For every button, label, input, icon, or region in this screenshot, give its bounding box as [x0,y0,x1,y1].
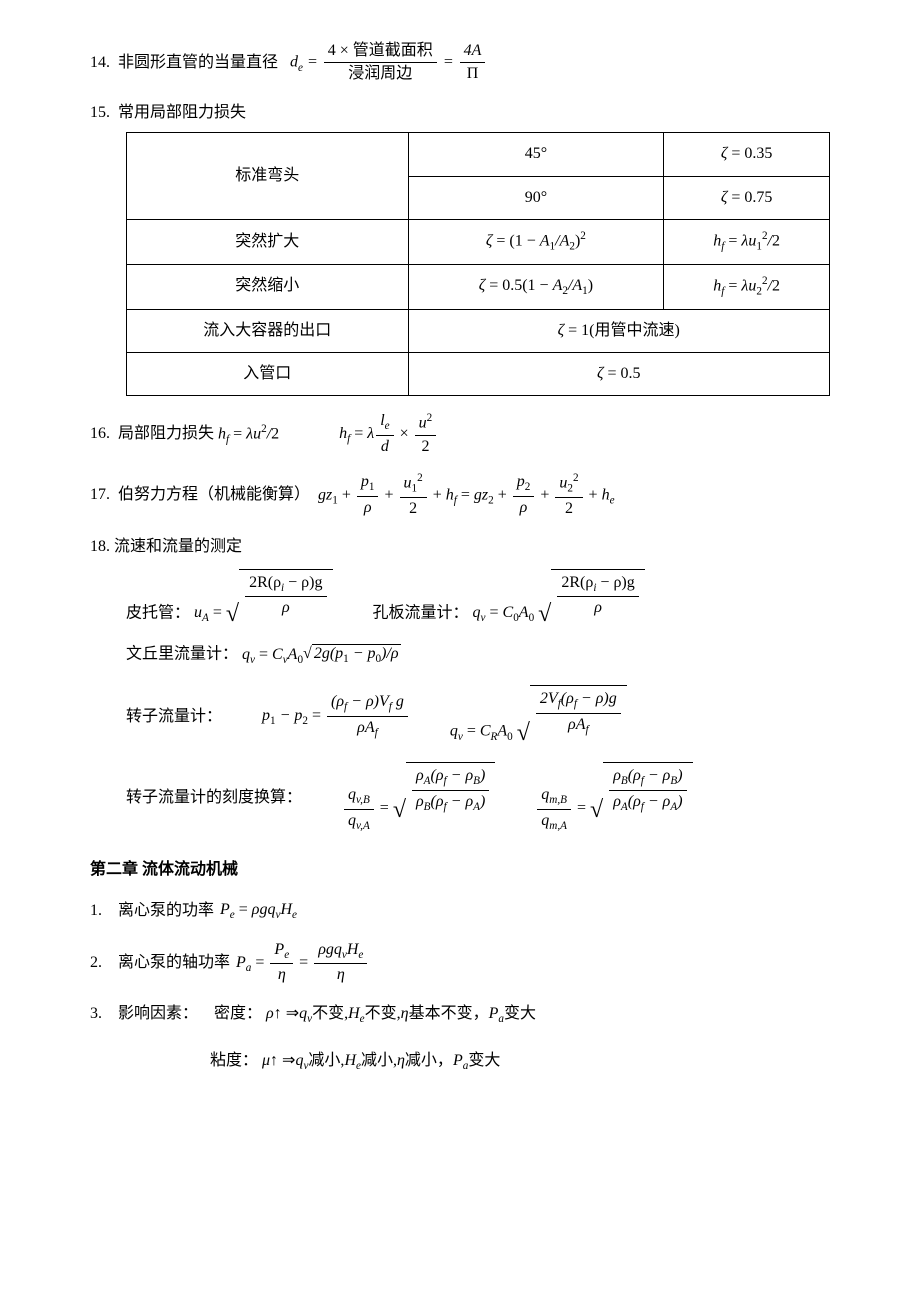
pitot-label: 皮托管： [126,604,190,621]
loss-table: 标准弯头 45° ζ = 0.35 90° ζ = 0.75 突然扩大 ζ = … [126,132,830,396]
eq-sign: = [307,54,322,71]
venturi-group: 文丘里流量计： qv = CvA0√2g(p1 − p0)/ρ [126,639,830,671]
ch2-p1-num: 1. [90,896,118,926]
ch2-p3-num: 3. [90,999,118,1029]
ch2-p3-body: 影响因素： 密度： ρ↑ ⇒qv不变,He不变,η基本不变，Pa变大 粘度： μ… [118,999,536,1078]
frac2-num: 4A [460,40,486,63]
cell-r3c3: hf = λu12/2 [664,219,830,264]
cell-r4c3: hf = λu22/2 [664,264,830,309]
pitot-group: 皮托管： uA = √2R(ρi − ρ)gρ [126,569,333,630]
rotor-formula-1: p1 − p2 = (ρf − ρ)Vf gρAf [262,691,410,742]
rotor-label: 转子流量计： [126,702,222,732]
cell-r2c2: 90° [408,176,664,219]
item-16: 16. 局部阻力损失 hf = λu2/2 hf = λled × u22 [90,410,830,458]
item-15-num: 15. [90,98,118,128]
ch2-p1-formula: Pe = ρgqvHe [220,895,297,926]
scale-formula-2: qm,Bqm,A = √ρB(ρf − ρB)ρA(ρf − ρA) [535,762,692,834]
table-row: 入管口 ζ = 0.5 [127,352,830,395]
item-18-label: 流速和流量的测定 [114,538,242,555]
frac1-num: 4 × 管道截面积 [324,40,437,63]
table-wrapper: 标准弯头 45° ζ = 0.35 90° ζ = 0.75 突然扩大 ζ = … [126,132,830,396]
cell-r1c2: 45° [408,133,664,176]
cell-r6c1: 入管口 [127,352,409,395]
orifice-formula: qv = C0A0 √2R(ρi − ρ)gρ [473,604,645,621]
venturi-label: 文丘里流量计： [126,646,238,663]
scale-label: 转子流量计的刻度换算： [126,783,302,813]
item-18-num: 18. [90,538,110,555]
table-row: 流入大容器的出口 ζ = 1(用管中流速) [127,309,830,352]
orifice-group: 孔板流量计： qv = C0A0 √2R(ρi − ρ)gρ [373,569,645,630]
cell-r4c2: ζ = 0.5(1 − A2/A1) [408,264,664,309]
viscosity-row: 粘度： μ↑ ⇒qv减小,He减小,η减小，Pa变大 [210,1046,536,1077]
ch2-item-2: 2. 离心泵的轴功率 Pa = Peη = ρgqvHeη [90,939,830,987]
cell-r2c2-text: 90° [525,189,547,206]
cell-r5c2: ζ = 1(用管中流速) [408,309,829,352]
cell-r2c3: ζ = 0.75 [664,176,830,219]
item-17-label: 伯努力方程（机械能衡算） [118,480,310,510]
cell-r6c2: ζ = 0.5 [408,352,829,395]
ch2-p2-formula: Pa = Peη = ρgqvHeη [236,939,369,987]
table-row: 标准弯头 45° ζ = 0.35 [127,133,830,176]
i16-f1: hf = λu2/2 [218,419,279,451]
frac-2: 4A Π [460,40,486,86]
de-d: d [290,54,298,71]
density-label: 密度： [214,1005,262,1022]
de-e: e [298,62,303,74]
item-14-num: 14. [90,48,118,78]
cell-r4c1: 突然缩小 [127,264,409,309]
viscosity-text: μ↑ ⇒qv减小,He减小,η减小，Pa变大 [262,1052,500,1069]
item-15: 15. 常用局部阻力损失 [90,98,830,128]
item-18: 18. 流速和流量的测定 [90,532,830,562]
table-row: 突然扩大 ζ = (1 − A1/A2)2 hf = λu12/2 [127,219,830,264]
item-17: 17. 伯努力方程（机械能衡算） gz1 + p1ρ + u122 + hf =… [90,471,830,521]
scale-group: 转子流量计的刻度换算： qv,Bqv,A = √ρA(ρf − ρB)ρB(ρf… [126,762,830,834]
item-14-formula: de = 4 × 管道截面积 浸润周边 = 4A Π [290,40,487,86]
chapter-2-title: 第二章 流体流动机械 [90,855,830,885]
rotor-formula-2: qv = CRA0 √2Vf(ρf − ρ)gρAf [450,685,627,748]
cell-r2c3-text: ζ = 0.75 [721,189,773,206]
table-row: 突然缩小 ζ = 0.5(1 − A2/A1) hf = λu22/2 [127,264,830,309]
frac-1: 4 × 管道截面积 浸润周边 [324,40,437,86]
orifice-label: 孔板流量计： [373,604,469,621]
cell-r1c1: 标准弯头 [127,133,409,220]
item-17-num: 17. [90,480,118,510]
cell-r1c3: ζ = 0.35 [664,133,830,176]
pitot-orifice-row: 皮托管： uA = √2R(ρi − ρ)gρ 孔板流量计： qv = C0A0… [126,569,830,630]
ch2-p2-num: 2. [90,948,118,978]
scale-formula-1: qv,Bqv,A = √ρA(ρf − ρB)ρB(ρf − ρA) [342,762,495,834]
item-14-label: 非圆形直管的当量直径 [118,48,278,78]
viscosity-label: 粘度： [210,1052,258,1069]
item-15-label: 常用局部阻力损失 [118,98,246,128]
frac1-den: 浸润周边 [324,63,437,85]
pitot-formula: uA = √2R(ρi − ρ)gρ [194,604,332,621]
cell-r1c3-text: ζ = 0.35 [721,145,773,162]
ch2-p3-label: 影响因素： [118,1005,198,1022]
ch2-p1-label: 离心泵的功率 [118,896,214,926]
item-16-label: 局部阻力损失 [118,419,214,449]
eq-sign-2: = [443,54,458,71]
cell-r3c1: 突然扩大 [127,219,409,264]
bernoulli-formula: gz1 + p1ρ + u122 + hf = gz2 + p2ρ + u222… [318,471,615,521]
i16-f2: hf = λled × u22 [339,410,438,458]
cell-r3c2: ζ = (1 − A1/A2)2 [408,219,664,264]
cell-r5c1: 流入大容器的出口 [127,309,409,352]
rotor-group: 转子流量计： p1 − p2 = (ρf − ρ)Vf gρAf qv = CR… [126,685,830,748]
ch2-item-3: 3. 影响因素： 密度： ρ↑ ⇒qv不变,He不变,η基本不变，Pa变大 粘度… [90,999,830,1078]
density-text: ρ↑ ⇒qv不变,He不变,η基本不变，Pa变大 [266,1005,536,1022]
ch2-item-1: 1. 离心泵的功率 Pe = ρgqvHe [90,895,830,926]
frac2-den: Π [460,63,486,85]
item-14: 14. 非圆形直管的当量直径 de = 4 × 管道截面积 浸润周边 = 4A … [90,40,830,86]
ch2-p2-label: 离心泵的轴功率 [118,948,230,978]
item-16-num: 16. [90,419,118,449]
cell-r1c2-text: 45° [525,145,547,162]
venturi-formula: qv = CvA0√2g(p1 − p0)/ρ [242,646,401,663]
